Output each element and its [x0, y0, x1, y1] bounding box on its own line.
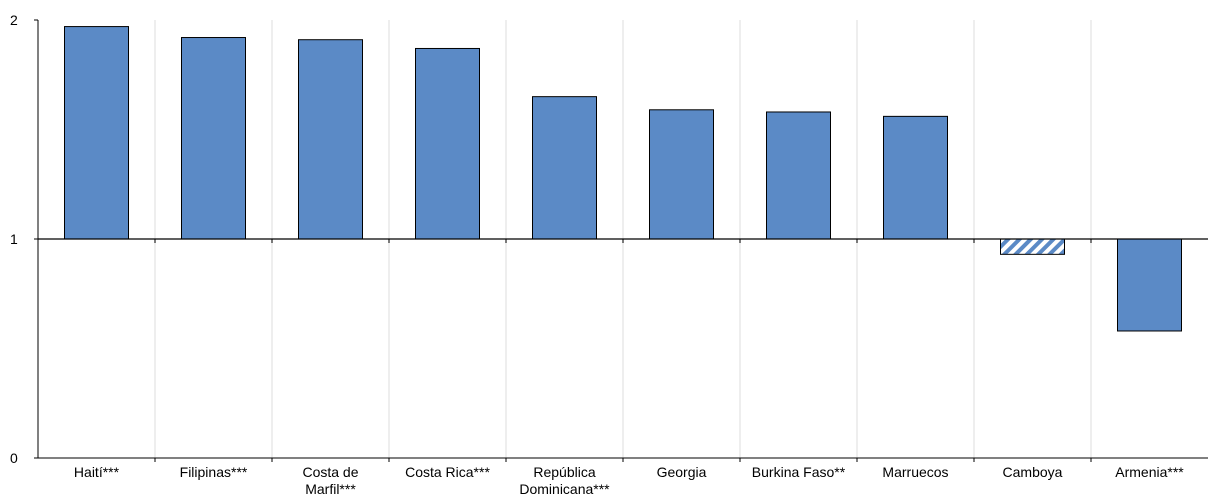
- category-label: Marfil***: [305, 481, 356, 497]
- category-label: Camboya: [1003, 464, 1063, 480]
- bar: [883, 115, 948, 240]
- category-label: República: [533, 464, 595, 480]
- category-label: Marruecos: [882, 464, 948, 480]
- y-tick-label: 1: [10, 231, 18, 247]
- category-label: Dominicana***: [519, 481, 610, 497]
- category-label: Georgia: [657, 464, 707, 480]
- y-tick-label: 2: [10, 12, 18, 28]
- bar: [181, 37, 246, 240]
- bar: [1000, 238, 1065, 255]
- y-tick-label: 0: [10, 450, 18, 466]
- axes: [34, 19, 1208, 462]
- bars: [64, 26, 1182, 332]
- bar: [298, 39, 363, 240]
- category-label: Armenia***: [1115, 464, 1184, 480]
- bar: [64, 26, 129, 240]
- category-label: Burkina Faso**: [752, 464, 846, 480]
- category-label: Filipinas***: [180, 464, 248, 480]
- category-label: Haití***: [74, 464, 120, 480]
- category-label: Costa de: [302, 464, 358, 480]
- labels: 0 1 2 Haití*** Filipinas*** Costa deMarfil***…: [10, 12, 1184, 497]
- bar: [532, 96, 597, 240]
- bar: [415, 47, 480, 240]
- bar: [766, 111, 831, 240]
- bar: [649, 109, 714, 240]
- bar: [1117, 238, 1182, 332]
- category-label: Costa Rica***: [405, 464, 490, 480]
